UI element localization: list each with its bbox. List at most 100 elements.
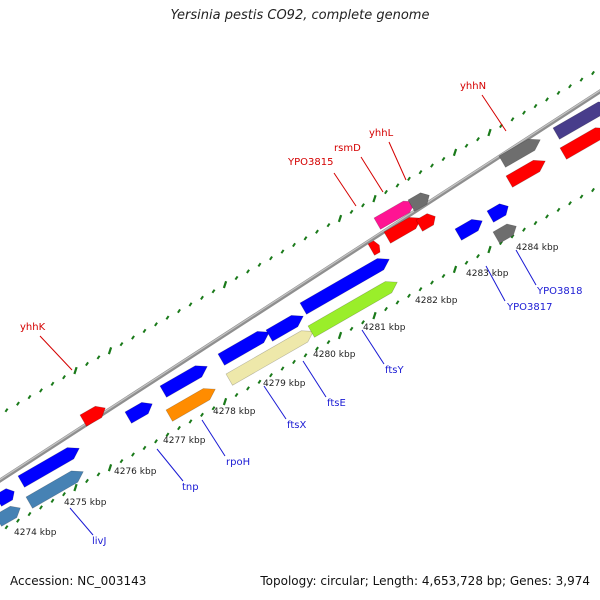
gene-feature-forward: [407, 192, 430, 212]
scale-tick: [27, 511, 32, 517]
scale-label: 4279 kbp: [263, 379, 306, 389]
label-leaders: [39, 94, 537, 536]
scale-label: 4283 kbp: [466, 269, 509, 279]
scale-label: 4276 kbp: [114, 467, 157, 477]
scale-tick: [452, 265, 458, 274]
scale-tick: [269, 373, 273, 378]
scale-tick: [361, 320, 365, 325]
scale-tick: [556, 207, 561, 213]
scale-tick: [510, 117, 515, 122]
scale-tick: [476, 253, 480, 259]
scale-tick: [591, 70, 595, 76]
feature-track: [0, 101, 600, 527]
gene-feature-forward: [79, 405, 106, 427]
scale-tick: [522, 227, 526, 232]
genome-summary-text: Topology: circular; Length: 4,653,728 bp…: [260, 574, 590, 588]
scale-tick: [154, 322, 158, 327]
scale-tick: [464, 260, 469, 265]
scale-tick: [257, 262, 262, 267]
scale-label: 4280 kbp: [313, 350, 356, 360]
gene-label-yhhl: yhhL: [369, 128, 394, 139]
scale-tick: [441, 273, 446, 279]
scale-tick: [430, 280, 434, 285]
scale-tick: [361, 203, 365, 208]
scale-tick: [234, 392, 239, 398]
scale-tick: [257, 379, 262, 384]
scale-ticks: [4, 70, 595, 530]
map-title: Yersinia pestis CO92, complete genome: [170, 8, 430, 23]
label-leader: [69, 507, 94, 536]
scale-tick: [315, 229, 319, 234]
gene-feature-reverse: [492, 223, 517, 244]
scale-tick: [246, 269, 250, 274]
scale-tick: [407, 176, 411, 181]
scale-tick: [154, 439, 158, 444]
scale-tick: [395, 183, 400, 188]
scale-tick: [177, 308, 181, 314]
scale-tick: [315, 346, 319, 351]
scale-tick: [222, 397, 228, 406]
label-leader: [361, 329, 385, 365]
gene-feature-reverse: [124, 402, 153, 424]
scale-tick: [349, 209, 354, 215]
scale-tick: [50, 381, 55, 386]
label-leader: [156, 448, 184, 482]
scale-tick: [533, 220, 538, 226]
scale-tick: [418, 170, 423, 175]
scale-tick: [4, 525, 9, 530]
gene-label-rsmd: rsmD: [334, 143, 361, 154]
scale-tick: [568, 201, 572, 206]
accession-text: Accession: NC_003143: [10, 574, 147, 588]
scale-tick: [73, 366, 78, 375]
scale-tick: [188, 419, 193, 424]
scale-tick: [27, 394, 32, 400]
gene-feature-forward: [559, 127, 600, 160]
scale-tick: [165, 315, 170, 320]
scale-tick: [372, 311, 377, 320]
scale-tick: [177, 425, 181, 431]
scale-tick: [142, 445, 147, 451]
gene-feature-reverse: [165, 388, 216, 422]
scale-tick: [39, 388, 43, 393]
gene-feature-forward: [505, 159, 546, 188]
scale-label: 4274 kbp: [14, 528, 57, 538]
gene-label-yhhk: yhhK: [20, 322, 46, 333]
gene-feature-forward: [415, 213, 436, 232]
scale-tick: [303, 353, 308, 358]
scale-tick: [441, 156, 446, 162]
label-leader: [360, 156, 384, 193]
scale-tick: [188, 302, 193, 307]
scale-tick: [418, 287, 423, 292]
gene-feature-reverse: [0, 505, 21, 527]
scale-tick: [50, 498, 55, 503]
scale-tick: [96, 355, 101, 360]
scale-tick: [165, 432, 170, 437]
gene-feature-reverse: [454, 219, 483, 241]
gene-label-yhhn: yhhN: [460, 81, 486, 92]
scale-tick: [545, 214, 549, 219]
scale-tick: [579, 194, 584, 199]
scale-tick: [73, 483, 78, 492]
scale-tick: [131, 335, 135, 340]
scale-label: 4284 kbp: [516, 243, 559, 253]
scale-tick: [222, 280, 228, 289]
gene-label-tnp: tnp: [182, 482, 199, 493]
scale-tick: [292, 242, 296, 248]
label-leader: [263, 385, 287, 420]
scale-tick: [85, 361, 89, 367]
gene-label-rpoh: rpoH: [226, 457, 250, 468]
scale-tick: [568, 84, 572, 89]
gene-label-ftse: ftsE: [327, 398, 346, 409]
label-leader: [333, 172, 357, 207]
scale-tick: [142, 328, 147, 334]
scale-tick: [591, 187, 595, 193]
scale-tick: [326, 339, 331, 345]
scale-tick: [16, 518, 20, 523]
scale-tick: [372, 194, 377, 203]
scale-tick: [16, 401, 20, 406]
scale-tick: [280, 249, 285, 254]
scale-tick: [292, 359, 296, 365]
scale-tick: [85, 478, 89, 484]
gene-feature-forward: [367, 240, 381, 256]
scale-tick: [269, 256, 273, 261]
